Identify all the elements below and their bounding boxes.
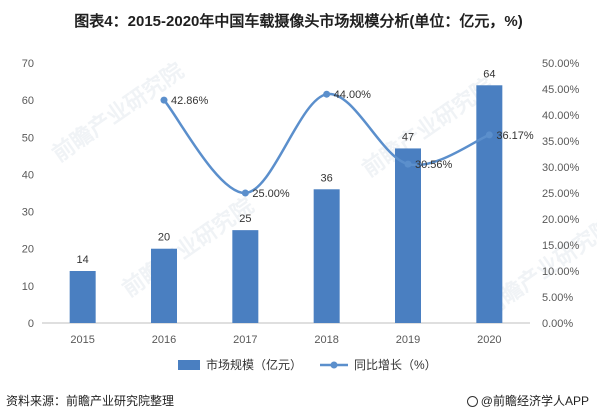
y-right-tick-label: 5.00% xyxy=(542,292,573,304)
y-right-tick-label: 10.00% xyxy=(542,266,580,278)
bar-value-label: 36 xyxy=(321,172,333,184)
growth-value-label: 44.00% xyxy=(334,89,372,101)
growth-point xyxy=(160,96,168,104)
y-right-tick-label: 45.00% xyxy=(542,84,580,96)
brand-logo-icon xyxy=(466,396,478,407)
x-tick-label: 2017 xyxy=(233,334,257,346)
growth-point xyxy=(404,160,412,168)
y-right-tick-label: 0.00% xyxy=(542,318,573,330)
y-right-tick-label: 20.00% xyxy=(542,214,580,226)
bar-series: 14 20 25 36 47 64 xyxy=(69,68,503,324)
growth-value-label: 30.56% xyxy=(415,159,453,171)
growth-value-label: 42.86% xyxy=(171,95,209,107)
y-right-tick-label: 15.00% xyxy=(542,240,580,252)
legend-bar-label: 市场规模（亿元） xyxy=(206,357,302,372)
bar xyxy=(395,148,421,323)
growth-value-label: 25.00% xyxy=(252,188,290,200)
bar-value-label: 20 xyxy=(158,232,170,244)
x-tick-label: 2018 xyxy=(314,334,338,346)
bar xyxy=(69,271,96,323)
source-note: 资料来源：前瞻产业研究院整理 xyxy=(6,394,175,408)
y-left-tick-label: 40 xyxy=(22,169,34,181)
bar-value-label: 64 xyxy=(483,68,495,80)
y-left-tick-label: 0 xyxy=(28,318,34,330)
legend-line-marker xyxy=(330,361,338,369)
x-tick-label: 2015 xyxy=(70,334,94,346)
growth-point xyxy=(241,189,249,197)
bar xyxy=(232,230,259,323)
y-right-tick-label: 25.00% xyxy=(542,188,580,200)
brand-label: @前瞻经济学人APP xyxy=(480,394,589,408)
chart-title: 图表4：2015-2020年中国车载摄像头市场规模分析(单位：亿元，%) xyxy=(74,13,523,30)
y-right-tick-label: 35.00% xyxy=(542,136,580,148)
bar-value-label: 14 xyxy=(77,254,89,266)
y-left-tick-label: 50 xyxy=(22,132,34,144)
bar-value-label: 47 xyxy=(402,131,414,143)
line-series: 42.86% 25.00% 44.00% 30.56% 36.17% xyxy=(160,89,534,200)
y-left-tick-label: 10 xyxy=(22,281,34,293)
bar xyxy=(313,189,340,323)
growth-point xyxy=(485,131,493,139)
y-left-tick-label: 60 xyxy=(22,95,34,107)
x-tick-label: 2020 xyxy=(477,334,501,346)
y-left-tick-label: 20 xyxy=(22,244,34,256)
y-right-tick-label: 40.00% xyxy=(542,110,580,122)
growth-point xyxy=(323,90,331,98)
growth-value-label: 36.17% xyxy=(496,130,534,142)
legend: 市场规模（亿元） 同比增长（%） xyxy=(178,357,437,372)
legend-line-label: 同比增长（%） xyxy=(354,358,437,372)
y-left-tick-label: 30 xyxy=(22,207,34,219)
bar-value-label: 25 xyxy=(239,213,251,225)
axes: 0 10 20 30 40 50 60 70 0.00% 5.00% 10.00% 15.00% 20.… xyxy=(22,58,580,346)
x-tick-label: 2016 xyxy=(152,334,176,346)
x-tick-label: 2019 xyxy=(396,334,420,346)
bar xyxy=(476,85,503,324)
bar xyxy=(151,248,177,323)
y-right-tick-label: 30.00% xyxy=(542,162,580,174)
y-right-tick-label: 50.00% xyxy=(542,58,580,70)
y-left-tick-label: 70 xyxy=(22,58,34,70)
legend-bar-swatch xyxy=(178,360,200,370)
brand-credit: @前瞻经济学人APP xyxy=(466,392,589,409)
